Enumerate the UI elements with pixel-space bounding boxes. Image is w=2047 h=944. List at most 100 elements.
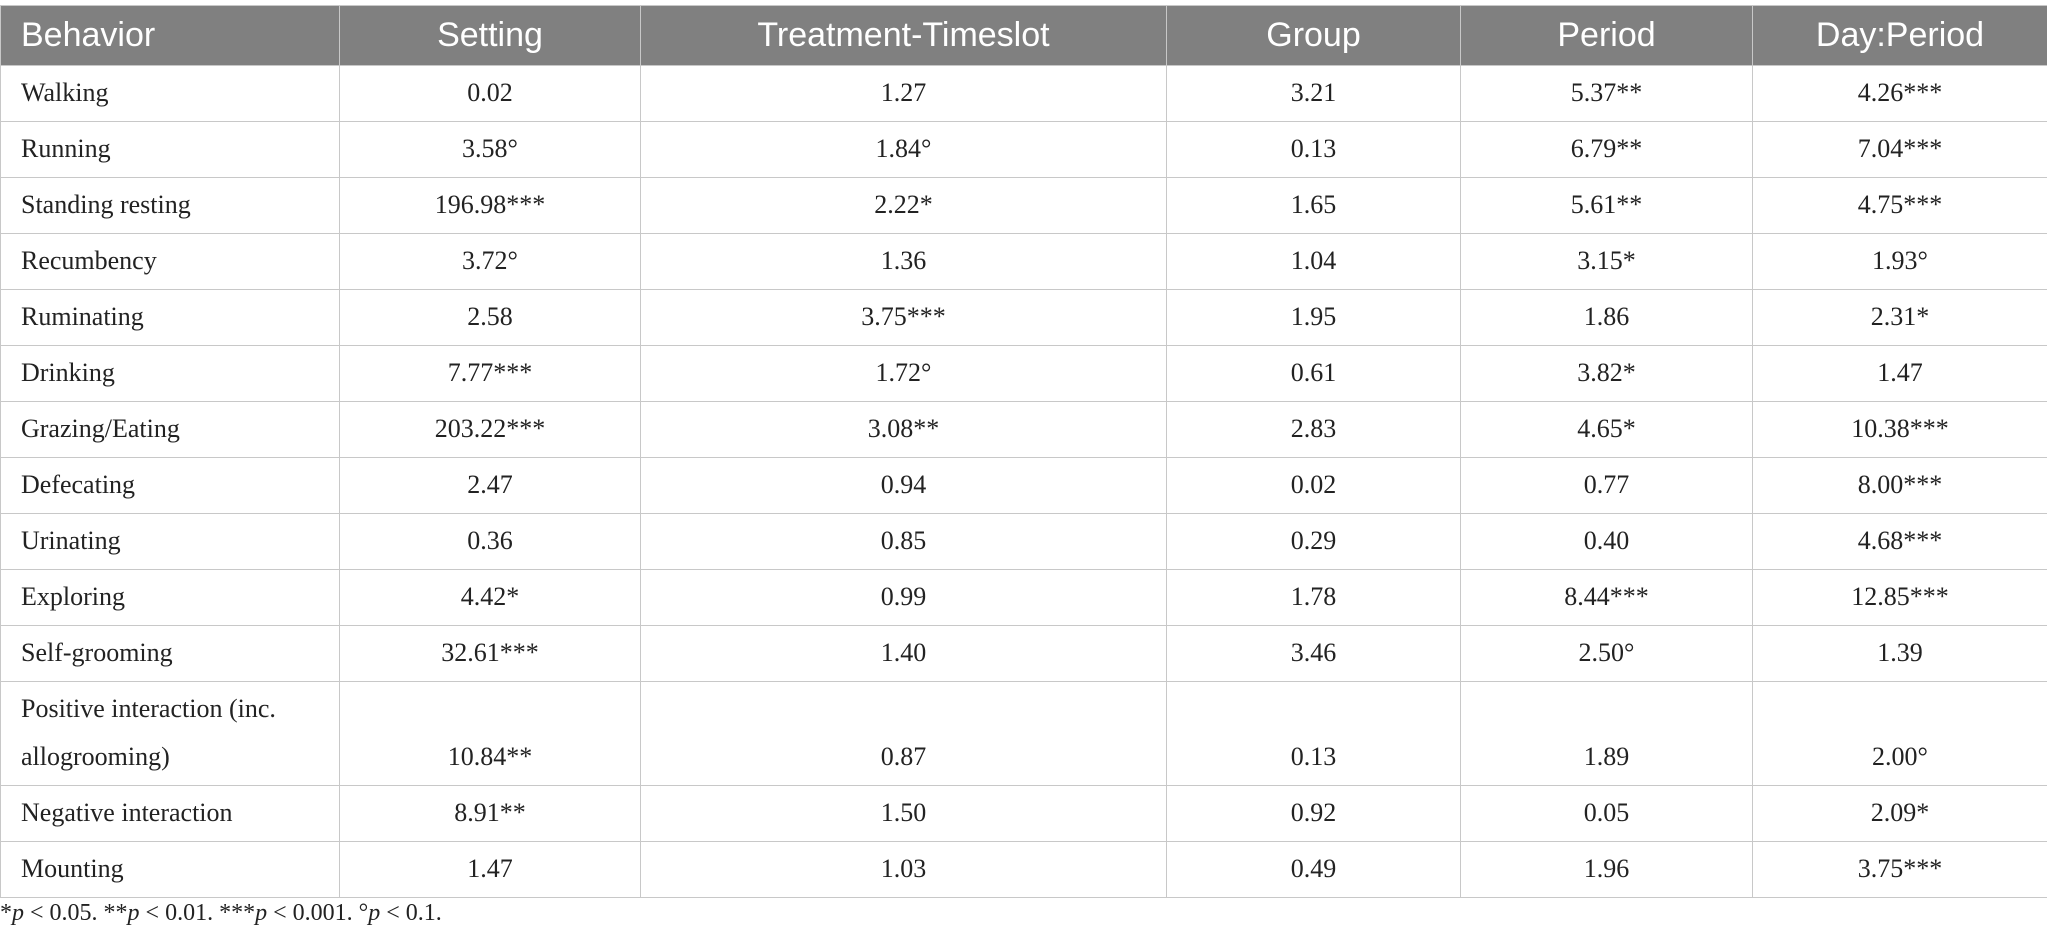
results-table: Behavior Setting Treatment-Timeslot Group Pe… xyxy=(0,5,2047,898)
behavior-cell: Exploring xyxy=(0,569,340,626)
header-cell: Period xyxy=(1460,5,1753,66)
value-cell: 3.72° xyxy=(339,233,641,290)
value-cell: 32.61*** xyxy=(339,625,641,682)
value-cell: 6.79** xyxy=(1460,121,1753,178)
value-cell: 1.40 xyxy=(640,625,1167,682)
value-cell: 0.92 xyxy=(1166,785,1461,842)
value-cell: 1.84° xyxy=(640,121,1167,178)
value-cell: 5.61** xyxy=(1460,177,1753,234)
behavior-cell: Running xyxy=(0,121,340,178)
value-cell: 1.96 xyxy=(1460,841,1753,898)
value-cell: 1.50 xyxy=(640,785,1167,842)
value-cell: 2.22* xyxy=(640,177,1167,234)
value-cell: 1.65 xyxy=(1166,177,1461,234)
value-cell: 1.03 xyxy=(640,841,1167,898)
value-cell: 3.58° xyxy=(339,121,641,178)
value-cell: 1.78 xyxy=(1166,569,1461,626)
table-row: Ruminating 2.58 3.75*** 1.95 1.86 2.31* xyxy=(0,289,2047,346)
value-cell: 10.38*** xyxy=(1752,401,2047,458)
value-cell: 1.93° xyxy=(1752,233,2047,290)
value-cell: 0.87 xyxy=(640,681,1167,786)
value-cell: 1.04 xyxy=(1166,233,1461,290)
value-cell: 12.85*** xyxy=(1752,569,2047,626)
behavior-cell: Standing resting xyxy=(0,177,340,234)
value-cell: 2.50° xyxy=(1460,625,1753,682)
value-cell: 0.94 xyxy=(640,457,1167,514)
footnote-part: p xyxy=(368,900,381,926)
value-cell: 1.95 xyxy=(1166,289,1461,346)
value-cell: 5.37** xyxy=(1460,65,1753,122)
table-row: Drinking 7.77*** 1.72° 0.61 3.82* 1.47 xyxy=(0,345,2047,402)
behavior-cell: Walking xyxy=(0,65,340,122)
value-cell: 0.13 xyxy=(1166,681,1461,786)
value-cell: 1.86 xyxy=(1460,289,1753,346)
behavior-cell: Negative interaction xyxy=(0,785,340,842)
footnote-part: < 0.1. xyxy=(380,900,442,926)
value-cell: 2.47 xyxy=(339,457,641,514)
value-cell: 0.02 xyxy=(339,65,641,122)
value-cell: 3.21 xyxy=(1166,65,1461,122)
value-cell: 4.68*** xyxy=(1752,513,2047,570)
table-row: Defecating 2.47 0.94 0.02 0.77 8.00*** xyxy=(0,457,2047,514)
table-row: Negative interaction 8.91** 1.50 0.92 0.05 2.… xyxy=(0,785,2047,842)
value-cell: 7.04*** xyxy=(1752,121,2047,178)
footnote-part: p xyxy=(255,900,268,926)
behavior-cell: Ruminating xyxy=(0,289,340,346)
value-cell: 203.22*** xyxy=(339,401,641,458)
footnote-part: p xyxy=(127,900,140,926)
value-cell: 3.82* xyxy=(1460,345,1753,402)
behavior-cell: Grazing/Eating xyxy=(0,401,340,458)
value-cell: 2.58 xyxy=(339,289,641,346)
value-cell: 0.02 xyxy=(1166,457,1461,514)
table-row: Standing resting 196.98*** 2.22* 1.65 5.61**… xyxy=(0,177,2047,234)
value-cell: 0.49 xyxy=(1166,841,1461,898)
table-body: Walking 0.02 1.27 3.21 5.37** 4.26*** Running 3… xyxy=(0,65,2047,898)
table-row: Grazing/Eating 203.22*** 3.08** 2.83 4.65* 10… xyxy=(0,401,2047,458)
value-cell: 0.36 xyxy=(339,513,641,570)
value-cell: 1.27 xyxy=(640,65,1167,122)
value-cell: 2.09* xyxy=(1752,785,2047,842)
value-cell: 0.29 xyxy=(1166,513,1461,570)
value-cell: 1.39 xyxy=(1752,625,2047,682)
behavior-cell: Urinating xyxy=(0,513,340,570)
header-cell: Day:Period xyxy=(1752,5,2047,66)
value-cell: 1.89 xyxy=(1460,681,1753,786)
footnote-part: p xyxy=(12,900,24,926)
behavior-cell: Defecating xyxy=(0,457,340,514)
behavior-cell: Drinking xyxy=(0,345,340,402)
value-cell: 4.26*** xyxy=(1752,65,2047,122)
value-cell: 4.65* xyxy=(1460,401,1753,458)
value-cell: 1.36 xyxy=(640,233,1167,290)
value-cell: 8.91** xyxy=(339,785,641,842)
value-cell: 8.00*** xyxy=(1752,457,2047,514)
header-row: Behavior Setting Treatment-Timeslot Group Pe… xyxy=(0,5,2047,66)
table-row: Walking 0.02 1.27 3.21 5.37** 4.26*** xyxy=(0,65,2047,122)
value-cell: 3.08** xyxy=(640,401,1167,458)
value-cell: 1.47 xyxy=(1752,345,2047,402)
footnote-part: < 0.01. *** xyxy=(139,900,256,926)
value-cell: 3.46 xyxy=(1166,625,1461,682)
value-cell: 2.00° xyxy=(1752,681,2047,786)
value-cell: 2.83 xyxy=(1166,401,1461,458)
table-row: Exploring 4.42* 0.99 1.78 8.44*** 12.85*** xyxy=(0,569,2047,626)
value-cell: 0.99 xyxy=(640,569,1167,626)
table-row: Mounting 1.47 1.03 0.49 1.96 3.75*** xyxy=(0,841,2047,898)
value-cell: 3.75*** xyxy=(640,289,1167,346)
value-cell: 0.77 xyxy=(1460,457,1753,514)
table-row: Positive interaction (inc. allogrooming)… xyxy=(0,681,2047,786)
table-row: Recumbency 3.72° 1.36 1.04 3.15* 1.93° xyxy=(0,233,2047,290)
value-cell: 3.15* xyxy=(1460,233,1753,290)
value-cell: 196.98*** xyxy=(339,177,641,234)
value-cell: 0.40 xyxy=(1460,513,1753,570)
header-cell: Setting xyxy=(339,5,641,66)
value-cell: 10.84** xyxy=(339,681,641,786)
footnote-part: < 0.001. ° xyxy=(267,900,369,926)
behavior-cell: Self-grooming xyxy=(0,625,340,682)
value-cell: 0.85 xyxy=(640,513,1167,570)
value-cell: 0.13 xyxy=(1166,121,1461,178)
value-cell: 8.44*** xyxy=(1460,569,1753,626)
value-cell: 7.77*** xyxy=(339,345,641,402)
value-cell: 4.75*** xyxy=(1752,177,2047,234)
footnote-part: * xyxy=(0,900,12,926)
value-cell: 4.42* xyxy=(339,569,641,626)
